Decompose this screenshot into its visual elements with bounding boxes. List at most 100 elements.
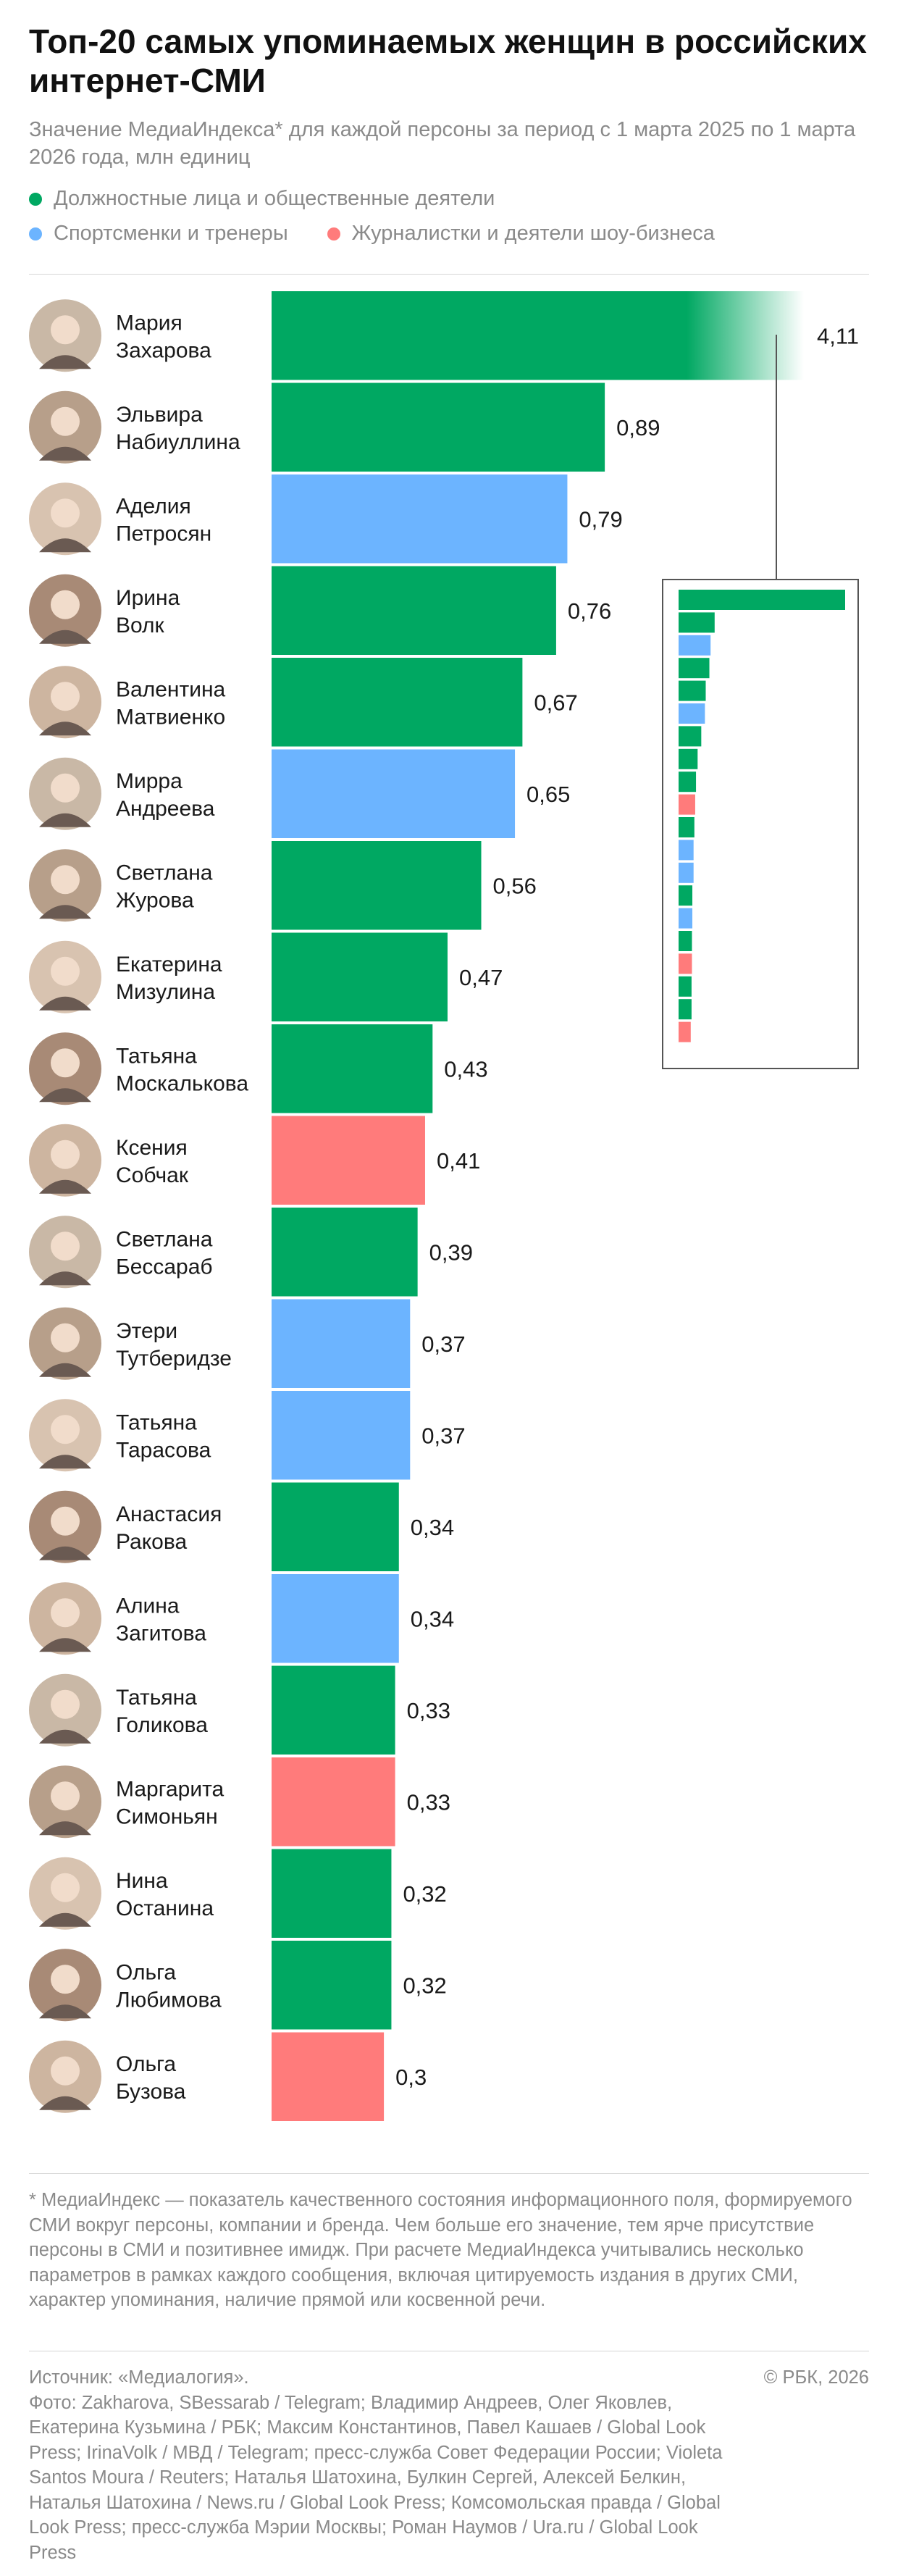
avatar-body bbox=[39, 1729, 91, 1744]
category-label: Мирра bbox=[116, 769, 182, 793]
avatar-face bbox=[51, 773, 80, 803]
legend-label-sports: Спортсменки и тренеры bbox=[54, 222, 288, 245]
inset-bar bbox=[679, 999, 692, 1020]
bar bbox=[272, 1482, 399, 1571]
bar bbox=[272, 1024, 433, 1113]
category-label: Светлана bbox=[116, 861, 213, 885]
avatar-face bbox=[51, 1598, 80, 1628]
legend-item-sports: Спортсменки и тренеры bbox=[29, 222, 288, 246]
bar bbox=[272, 1757, 395, 1847]
avatar-body bbox=[39, 2004, 91, 2019]
category-label: Ракова bbox=[116, 1530, 187, 1554]
avatar-body bbox=[39, 1088, 91, 1103]
value-label: 0,76 bbox=[568, 598, 611, 624]
value-label: 0,56 bbox=[493, 873, 537, 898]
avatar-face bbox=[51, 1781, 80, 1811]
bar bbox=[272, 1116, 425, 1205]
value-label: 0,3 bbox=[395, 2065, 427, 2090]
avatar-body bbox=[39, 722, 91, 736]
legend-dot-officials bbox=[29, 192, 42, 206]
value-label: 0,67 bbox=[534, 690, 577, 715]
legend-dot-sports bbox=[29, 227, 42, 241]
legend-dot-media bbox=[327, 227, 340, 241]
value-label: 0,33 bbox=[407, 1698, 450, 1723]
category-label: Любимова bbox=[116, 1988, 222, 2012]
category-label: Ольга bbox=[116, 2052, 176, 2076]
value-label: 0,37 bbox=[421, 1331, 465, 1357]
legend-label-media: Журналистки и деятели шоу-бизнеса bbox=[351, 222, 715, 245]
category-label: Журова bbox=[116, 888, 194, 912]
category-label: Светлана bbox=[116, 1227, 213, 1251]
category-label: Алина bbox=[116, 1594, 180, 1618]
bar bbox=[272, 291, 804, 380]
category-label: Аделия bbox=[116, 494, 191, 518]
value-label: 0,65 bbox=[526, 782, 570, 807]
bar bbox=[272, 1299, 411, 1388]
avatar-body bbox=[39, 1546, 91, 1560]
avatar-body bbox=[39, 813, 91, 827]
legend-label-officials: Должностные лица и общественные деятели bbox=[54, 187, 495, 210]
inset-bar bbox=[679, 726, 702, 747]
avatar-face bbox=[51, 498, 80, 528]
category-label: Татьяна bbox=[116, 1686, 197, 1710]
bar bbox=[272, 841, 482, 930]
bar bbox=[272, 1208, 418, 1297]
category-label: Москалькова bbox=[116, 1071, 248, 1095]
inset-bar bbox=[679, 794, 695, 815]
inset-bar bbox=[679, 771, 697, 793]
footnote: * МедиаИндекс — показатель качественного… bbox=[29, 2190, 852, 2310]
category-label: Ксения bbox=[116, 1136, 188, 1160]
source-block: Источник: «Медиалогия». Фото: Zakharova,… bbox=[29, 2365, 724, 2565]
inset-bar bbox=[679, 817, 695, 837]
avatar-face bbox=[51, 315, 80, 345]
avatar-body bbox=[39, 1179, 91, 1194]
category-label: Загитова bbox=[116, 1621, 206, 1645]
value-label: 0,34 bbox=[411, 1606, 454, 1631]
avatar-body bbox=[39, 355, 91, 369]
avatar-body bbox=[39, 1455, 91, 1469]
legend-row-1: Должностные лица и общественные деятели bbox=[29, 187, 534, 211]
category-label: Собчак bbox=[116, 1163, 189, 1187]
inset-bar bbox=[679, 612, 715, 633]
category-label: Нина bbox=[116, 1869, 168, 1893]
copyright: © РБК, 2026 bbox=[763, 2367, 869, 2388]
avatar-body bbox=[39, 446, 91, 461]
avatar-face bbox=[51, 406, 80, 436]
category-label: Захарова bbox=[116, 338, 211, 362]
avatar-face bbox=[51, 1965, 80, 1994]
legend-row-2: Спортсменки и тренеры Журналистки и деят… bbox=[29, 222, 754, 246]
avatar-body bbox=[39, 1912, 91, 1927]
category-label: Симоньян bbox=[116, 1805, 218, 1828]
divider-top bbox=[29, 274, 869, 275]
bar bbox=[272, 658, 523, 747]
value-label: 0,43 bbox=[444, 1056, 487, 1082]
legend-item-officials: Должностные лица и общественные деятели bbox=[29, 187, 495, 211]
avatar-body bbox=[39, 538, 91, 553]
inset-bar bbox=[679, 658, 710, 679]
category-label: Андреева bbox=[116, 797, 215, 821]
bar bbox=[272, 566, 556, 655]
source-text: Источник: «Медиалогия». bbox=[29, 2367, 249, 2388]
avatar-body bbox=[39, 905, 91, 919]
avatar-face bbox=[51, 1048, 80, 1078]
category-label: Татьяна bbox=[116, 1410, 197, 1434]
bar bbox=[272, 1574, 399, 1663]
inset-bar bbox=[679, 862, 694, 883]
category-label: Валентина bbox=[116, 677, 226, 701]
category-label: Бузова bbox=[116, 2080, 186, 2104]
category-label: Татьяна bbox=[116, 1044, 197, 1068]
bar bbox=[272, 1391, 411, 1480]
inset-bar bbox=[679, 840, 694, 861]
category-label: Набиуллина bbox=[116, 430, 240, 454]
avatar-face bbox=[51, 682, 80, 711]
category-label: Бессараб bbox=[116, 1255, 213, 1279]
avatar-face bbox=[51, 1323, 80, 1352]
avatar-face bbox=[51, 2056, 80, 2086]
avatar-body bbox=[39, 630, 91, 644]
value-label: 0,34 bbox=[411, 1515, 454, 1540]
inset-bar bbox=[679, 748, 698, 769]
inset-bar bbox=[679, 680, 706, 701]
inset-bar bbox=[679, 953, 692, 974]
category-label: Тутберидзе bbox=[116, 1347, 232, 1371]
value-label: 0,79 bbox=[579, 506, 622, 532]
